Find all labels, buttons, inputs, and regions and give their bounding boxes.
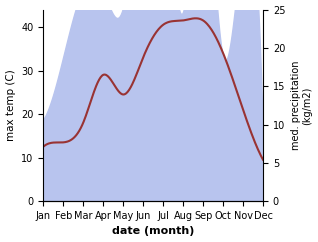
Y-axis label: max temp (C): max temp (C) — [5, 69, 16, 141]
Y-axis label: med. precipitation
(kg/m2): med. precipitation (kg/m2) — [291, 60, 313, 150]
X-axis label: date (month): date (month) — [112, 227, 194, 236]
